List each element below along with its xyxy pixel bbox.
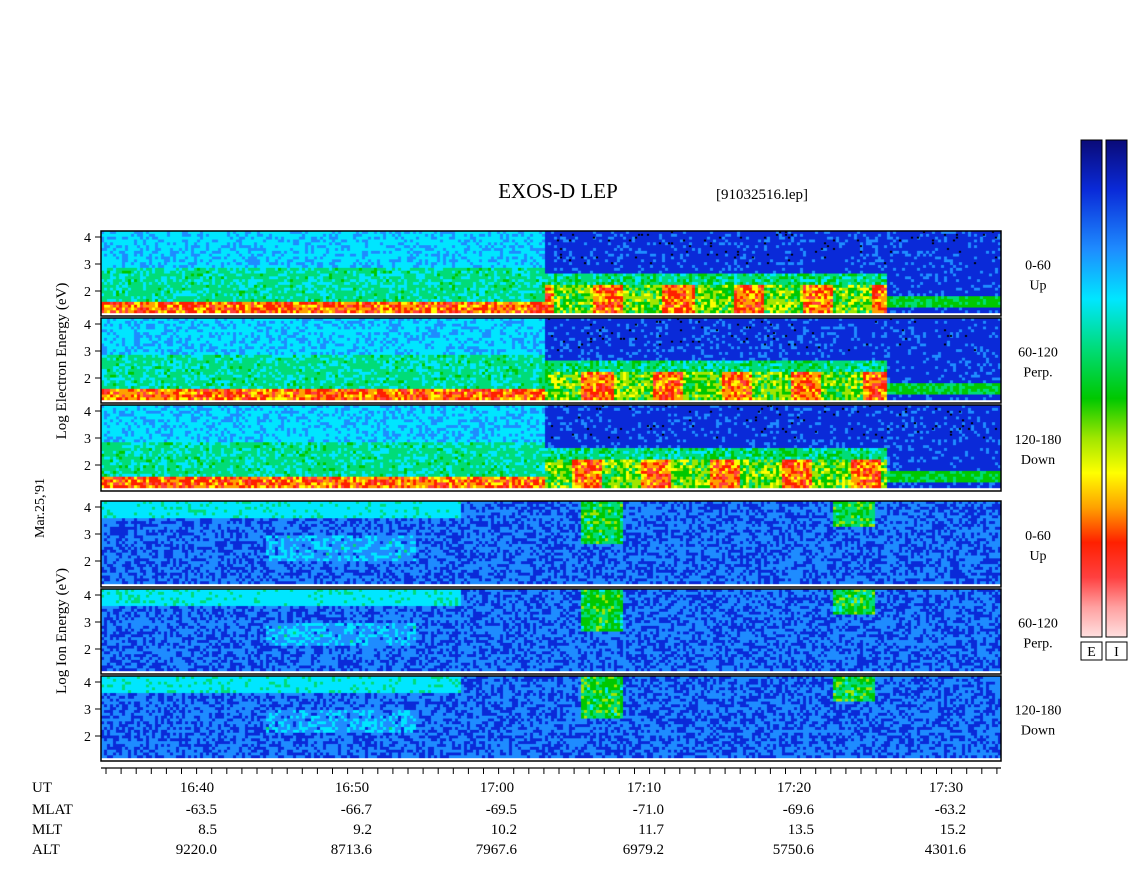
ion-energy-axis-label: Log Ion Energy (eV) — [54, 568, 70, 694]
y-tick-label: 3 — [84, 432, 91, 447]
ion-spectrogram-60-120 — [101, 589, 1001, 674]
energy-axis-labels: Log Electron Energy (eV) Log Ion Energy (… — [54, 283, 70, 694]
panel-frame — [100, 404, 1002, 492]
panel-frame — [100, 675, 1002, 762]
panel-frame — [100, 588, 1002, 675]
electron-spectrogram-120-180 — [101, 405, 1001, 491]
ephemeris-row-label: ALT — [32, 842, 60, 858]
ephemeris-value: 13.5 — [788, 822, 814, 838]
ephemeris-row-label: MLT — [32, 822, 62, 838]
y-tick-label: 2 — [84, 730, 91, 745]
ephemeris-value: 4301.6 — [925, 842, 967, 858]
y-tick-label: 4 — [84, 318, 91, 333]
ephemeris-value: 10.2 — [491, 822, 517, 838]
colorbar: E I — [1080, 139, 1128, 661]
pitch-angle-range: 120-180 — [1015, 433, 1062, 448]
ephemeris-value: 15.2 — [940, 822, 966, 838]
y-tick-label: 2 — [84, 555, 91, 570]
pitch-angle-direction: Down — [1021, 724, 1055, 739]
date-label: Mar.25,'91 — [33, 478, 48, 538]
ephemeris-value: 9.2 — [353, 822, 372, 838]
electron-spectrogram-0-60 — [101, 231, 1001, 316]
time-tick-label: 16:50 — [335, 780, 369, 796]
time-tick-label: 17:30 — [929, 780, 963, 796]
ion-spectrogram-120-180 — [101, 676, 1001, 761]
ephemeris-value: 8713.6 — [331, 842, 373, 858]
panel-frame — [100, 317, 1002, 404]
ephemeris-value: 6979.2 — [623, 842, 664, 858]
pitch-angle-direction: Up — [1029, 279, 1046, 294]
pitch-angle-direction: Down — [1021, 453, 1055, 468]
ephemeris-value: -71.0 — [633, 802, 664, 818]
pitch-angle-direction: Perp. — [1023, 366, 1052, 381]
ephemeris-value: -69.5 — [486, 802, 517, 818]
ephemeris-value: -63.2 — [935, 802, 966, 818]
time-tick-label: 17:10 — [627, 780, 661, 796]
y-tick-label: 4 — [84, 589, 91, 604]
pitch-angle-range: 120-180 — [1015, 704, 1062, 719]
ephemeris-value: -66.7 — [341, 802, 373, 818]
ephemeris-value: 9220.0 — [176, 842, 217, 858]
ephemeris-value: 11.7 — [638, 822, 664, 838]
electron-energy-axis-label: Log Electron Energy (eV) — [54, 283, 70, 440]
time-tick-label: 17:20 — [777, 780, 811, 796]
y-tick-label: 3 — [84, 528, 91, 543]
y-tick-label: 2 — [84, 372, 91, 387]
colorbar-electron — [1080, 139, 1103, 638]
ut-label: UT — [32, 780, 52, 796]
ephemeris-value: 7967.6 — [476, 842, 518, 858]
time-tick-label: 16:40 — [180, 780, 214, 796]
pitch-angle-direction: Perp. — [1023, 637, 1052, 652]
ion-spectrogram-0-60 — [101, 501, 1001, 587]
y-tick-label: 4 — [84, 405, 91, 420]
pitch-angle-range: 60-120 — [1018, 346, 1058, 361]
time-axis: 16:40 16:50 17:00 17:10 17:20 17:30 UT — [32, 767, 1001, 796]
pitch-angle-range: 0-60 — [1025, 259, 1051, 274]
pitch-angle-range: 60-120 — [1018, 617, 1058, 632]
y-tick-label: 3 — [84, 616, 91, 631]
panel-frame — [100, 230, 1002, 317]
spectrogram-panels: 4 3 2 4 3 2 4 3 2 4 3 2 4 3 2 4 3 2 — [84, 230, 1002, 762]
colorbar-ion-label-box — [1105, 641, 1128, 661]
y-tick-label: 2 — [84, 459, 91, 474]
y-tick-label: 4 — [84, 231, 91, 246]
ephemeris-table: MLAT -63.5 -66.7 -69.5 -71.0 -69.6 -63.2 MLT 8.5… — [32, 802, 967, 858]
y-tick-label: 4 — [84, 676, 91, 691]
colorbar-electron-label-box — [1080, 641, 1103, 661]
pitch-angle-labels: 0-60 Up 60-120 Perp. 120-180 Down 0-60 Up 60-120… — [1015, 259, 1062, 739]
ephemeris-row-label: MLAT — [32, 802, 73, 818]
y-tick-label: 3 — [84, 703, 91, 718]
y-tick-label: 2 — [84, 643, 91, 658]
colorbar-ion-label: I — [1114, 645, 1119, 660]
colorbar-ion — [1105, 139, 1128, 638]
time-tick-label: 17:00 — [480, 780, 514, 796]
pitch-angle-direction: Up — [1029, 549, 1046, 564]
ephemeris-value: -63.5 — [186, 802, 217, 818]
file-label: [91032516.lep] — [716, 187, 808, 203]
chart-title: EXOS-D LEP — [498, 179, 618, 203]
ephemeris-value: 8.5 — [198, 822, 217, 838]
colorbar-electron-label: E — [1087, 645, 1096, 660]
electron-spectrogram-60-120 — [101, 318, 1001, 403]
ephemeris-value: 5750.6 — [773, 842, 815, 858]
pitch-angle-range: 0-60 — [1025, 529, 1051, 544]
y-tick-label: 3 — [84, 258, 91, 273]
y-tick-label: 3 — [84, 345, 91, 360]
y-tick-label: 4 — [84, 501, 91, 516]
ephemeris-value: -69.6 — [783, 802, 815, 818]
y-tick-label: 2 — [84, 285, 91, 300]
panel-frame — [100, 500, 1002, 588]
